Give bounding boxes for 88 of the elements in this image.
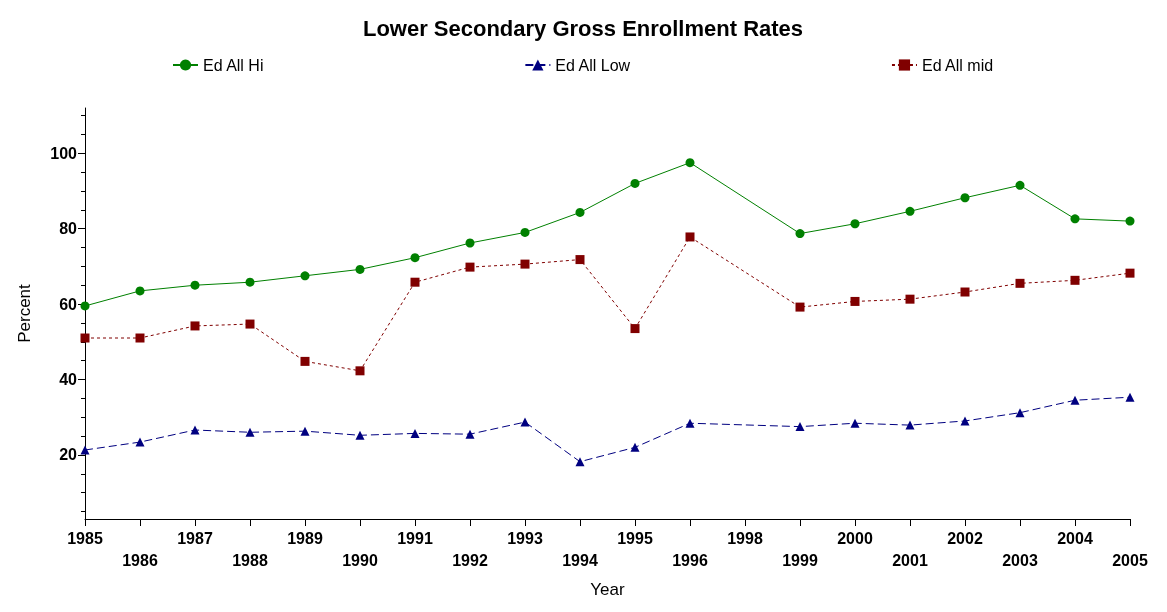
y-tick-label: 80: [59, 220, 78, 238]
x-tick-label: 1999: [782, 551, 818, 569]
point: [410, 428, 420, 438]
x-tick-label: 1986: [122, 551, 158, 569]
point: [300, 356, 310, 366]
x-tick-label: 1990: [342, 551, 378, 569]
y-tick-label: 100: [50, 144, 78, 162]
x-tick-label: 1993: [507, 529, 543, 547]
point: [355, 366, 365, 376]
point: [850, 296, 860, 306]
point: [795, 229, 805, 239]
point: [685, 232, 695, 242]
chart-title: Lower Secondary Gross Enrollment Rates: [362, 15, 804, 41]
legend-label: Ed All Hi: [203, 56, 264, 74]
point: [575, 457, 585, 467]
point: [630, 324, 640, 334]
point: [410, 253, 420, 263]
point: [190, 280, 200, 290]
x-tick-label: 1998: [727, 529, 763, 547]
point: [245, 277, 255, 287]
point: [960, 193, 970, 203]
point: [630, 178, 640, 188]
point: [80, 445, 90, 455]
point: [575, 255, 585, 265]
point: [685, 418, 695, 428]
point: [465, 262, 475, 272]
point: [575, 207, 585, 217]
point: [135, 286, 145, 296]
point: [135, 437, 145, 447]
point: [960, 287, 970, 297]
point: [685, 158, 695, 168]
point: [795, 422, 805, 432]
x-tick-label: 1991: [397, 529, 433, 547]
point: [905, 206, 915, 216]
point: [355, 264, 365, 274]
point: [795, 302, 805, 312]
point: [905, 294, 915, 304]
x-tick-label: 1992: [452, 551, 488, 569]
y-tick-label: 20: [59, 446, 78, 464]
point: [1070, 275, 1080, 285]
x-tick-label: 2002: [947, 529, 983, 547]
point: [1015, 180, 1025, 190]
x-tick-label: 1996: [672, 551, 708, 569]
point: [1070, 395, 1080, 405]
x-tick-label: 1989: [287, 529, 323, 547]
point: [960, 416, 970, 426]
point: [245, 427, 255, 437]
point: [300, 426, 310, 436]
legend-label: Ed All Low: [555, 56, 631, 74]
x-tick-label: 2003: [1002, 551, 1038, 569]
point: [465, 429, 475, 439]
x-tick-label: 1994: [562, 551, 598, 569]
point: [80, 333, 90, 343]
x-axis-title: Year: [590, 580, 626, 599]
x-tick-label: 1995: [617, 529, 653, 547]
point: [1015, 408, 1025, 418]
point: [1125, 268, 1135, 278]
point: [520, 227, 530, 237]
point: [630, 442, 640, 452]
y-tick-label: 60: [59, 295, 78, 313]
point: [300, 271, 310, 281]
point: [1070, 214, 1080, 224]
point: [80, 301, 90, 311]
point: [850, 418, 860, 428]
point: [135, 333, 145, 343]
point: [520, 259, 530, 269]
y-tick-label: 40: [59, 370, 78, 388]
point: [520, 417, 530, 427]
x-tick-label: 1988: [232, 551, 268, 569]
point: [410, 277, 420, 287]
point: [465, 238, 475, 248]
point: [1015, 278, 1025, 288]
point: [905, 420, 915, 430]
x-tick-label: 2000: [837, 529, 873, 547]
point: [1125, 216, 1135, 226]
x-tick-label: 2005: [1112, 551, 1148, 569]
point: [1125, 392, 1135, 402]
x-tick-label: 1987: [177, 529, 213, 547]
x-tick-label: 2004: [1057, 529, 1093, 547]
point: [190, 321, 200, 331]
legend-label: Ed All mid: [921, 56, 994, 74]
x-tick-label: 1985: [67, 529, 103, 547]
point: [850, 219, 860, 229]
point: [190, 425, 200, 435]
point: [355, 430, 365, 440]
x-tick-label: 2001: [892, 551, 928, 569]
y-axis-title: Percent: [15, 283, 34, 343]
point: [245, 319, 255, 329]
